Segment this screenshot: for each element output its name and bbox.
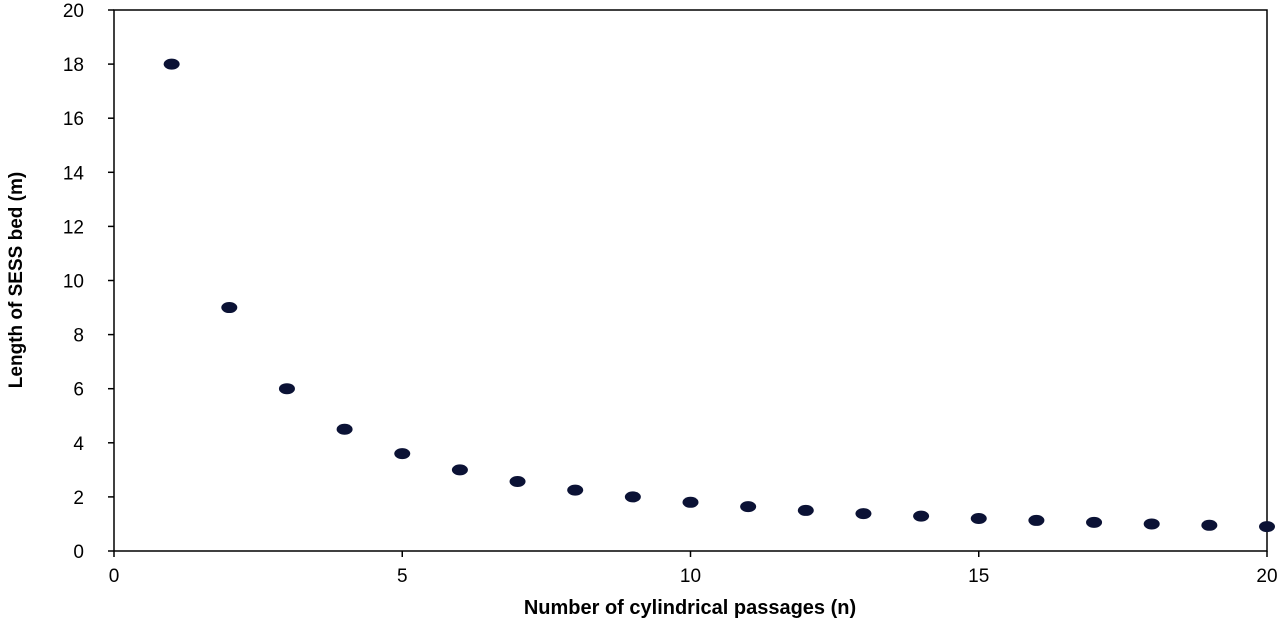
data-point bbox=[1143, 518, 1160, 530]
plot-area bbox=[113, 9, 1268, 552]
data-point bbox=[163, 58, 180, 70]
y-tick-label: 2 bbox=[73, 488, 84, 509]
data-point bbox=[1028, 514, 1045, 526]
x-axis-label: Number of cylindrical passages (n) bbox=[524, 597, 856, 619]
x-tick-label: 0 bbox=[109, 566, 120, 587]
data-point bbox=[855, 508, 872, 520]
data-point bbox=[682, 496, 699, 508]
y-tick-label: 6 bbox=[73, 380, 84, 401]
data-point bbox=[394, 448, 411, 460]
data-point bbox=[278, 383, 295, 395]
y-tick-label: 12 bbox=[63, 217, 84, 238]
data-point bbox=[913, 510, 930, 522]
data-point bbox=[970, 513, 987, 525]
y-tick-label: 16 bbox=[63, 109, 84, 130]
y-tick-label: 0 bbox=[73, 542, 84, 563]
y-tick-label: 20 bbox=[63, 1, 84, 22]
data-point bbox=[1201, 519, 1218, 531]
y-tick-label: 10 bbox=[63, 272, 84, 293]
y-tick-label: 14 bbox=[63, 163, 85, 184]
y-axis-label: Length of SESS bed (m) bbox=[6, 172, 27, 388]
data-points bbox=[163, 58, 1275, 533]
data-point bbox=[567, 484, 584, 496]
data-point bbox=[740, 501, 757, 513]
data-point bbox=[797, 504, 814, 516]
y-tick-label: 18 bbox=[63, 55, 84, 76]
data-point bbox=[624, 491, 641, 503]
data-point bbox=[509, 475, 526, 487]
data-point bbox=[1259, 521, 1275, 533]
y-tick-label: 8 bbox=[73, 326, 84, 347]
x-tick-label: 15 bbox=[968, 566, 989, 587]
x-tick-label: 20 bbox=[1256, 566, 1277, 587]
data-point bbox=[451, 464, 468, 476]
axis-ticks: 0 5 10 15 20 0 2 4 6 8 10 12 14 16 18 20 bbox=[63, 1, 1278, 587]
x-tick-label: 10 bbox=[680, 566, 701, 587]
x-tick-label: 5 bbox=[397, 566, 408, 587]
data-point bbox=[221, 302, 238, 314]
data-point bbox=[1086, 516, 1103, 528]
data-point bbox=[336, 423, 353, 435]
y-tick-label: 4 bbox=[73, 434, 84, 455]
